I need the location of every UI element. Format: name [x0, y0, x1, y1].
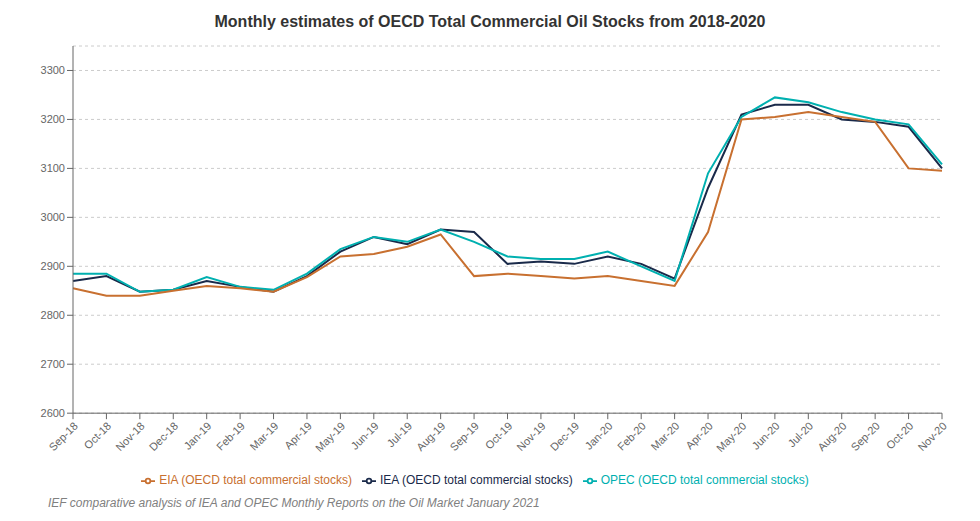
svg-text:May-20: May-20: [714, 420, 748, 454]
svg-text:May-19: May-19: [313, 420, 347, 454]
svg-text:3300: 3300: [41, 64, 65, 76]
svg-text:Feb-19: Feb-19: [214, 420, 247, 453]
svg-text:Aug-20: Aug-20: [815, 420, 849, 454]
svg-text:Jan-19: Jan-19: [181, 420, 213, 452]
html-text:EIA (OECD total commercial sto: EIA (OECD total commercial stocks): [159, 473, 352, 488]
svg-text:Jun-20: Jun-20: [750, 420, 782, 452]
html-text:Monthly estimates of OECD Tota: Monthly estimates of OECD Total Commerci…: [214, 13, 766, 30]
svg-text:Aug-19: Aug-19: [414, 420, 448, 454]
svg-text:2600: 2600: [41, 407, 65, 419]
html-text:IEA (OECD total commercial sto: IEA (OECD total commercial stocks): [380, 473, 573, 488]
svg-text:Jul-20: Jul-20: [786, 420, 816, 450]
svg-text:Mar-20: Mar-20: [648, 420, 681, 453]
svg-text:Sep-20: Sep-20: [849, 420, 883, 454]
svg-text:2900: 2900: [41, 260, 65, 272]
svg-text:2800: 2800: [41, 309, 65, 321]
svg-text:Dec-18: Dec-18: [147, 420, 181, 454]
svg-text:2700: 2700: [41, 358, 65, 370]
svg-text:Mar-19: Mar-19: [247, 420, 280, 453]
svg-text:Apr-19: Apr-19: [282, 420, 314, 452]
svg-text:Jan-20: Jan-20: [582, 420, 614, 452]
svg-text:Dec-19: Dec-19: [548, 420, 582, 454]
html-text:IEF comparative analysis of IE: IEF comparative analysis of IEA and OPEC…: [48, 496, 540, 510]
svg-text:Nov-18: Nov-18: [113, 420, 147, 454]
svg-text:3200: 3200: [41, 113, 65, 125]
svg-text:Oct-20: Oct-20: [884, 420, 916, 452]
svg-text:Sep-19: Sep-19: [447, 420, 481, 454]
html-text:OPEC (OECD total commercial st: OPEC (OECD total commercial stocks): [600, 473, 809, 488]
svg-text:Oct-19: Oct-19: [483, 420, 515, 452]
svg-text:Sep-18: Sep-18: [46, 420, 80, 454]
svg-text:3000: 3000: [41, 211, 65, 223]
svg-text:Apr-20: Apr-20: [683, 420, 715, 452]
svg-text:Nov-20: Nov-20: [915, 420, 949, 454]
svg-text:Nov-19: Nov-19: [514, 420, 548, 454]
svg-text:Oct-18: Oct-18: [82, 420, 114, 452]
svg-text:Feb-20: Feb-20: [615, 420, 648, 453]
svg-text:Jul-19: Jul-19: [384, 420, 414, 450]
svg-text:Jun-19: Jun-19: [348, 420, 380, 452]
svg-text:3100: 3100: [41, 162, 65, 174]
